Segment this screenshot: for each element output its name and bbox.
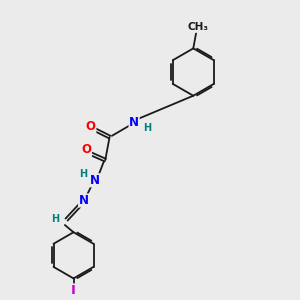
Text: N: N [129,116,139,129]
Text: H: H [79,169,87,179]
Text: N: N [79,194,88,207]
Text: CH₃: CH₃ [187,22,208,32]
Text: N: N [90,174,100,187]
Text: H: H [51,214,59,224]
Text: I: I [71,284,76,297]
Text: O: O [86,119,96,133]
Text: H: H [143,123,151,133]
Text: O: O [82,143,92,157]
